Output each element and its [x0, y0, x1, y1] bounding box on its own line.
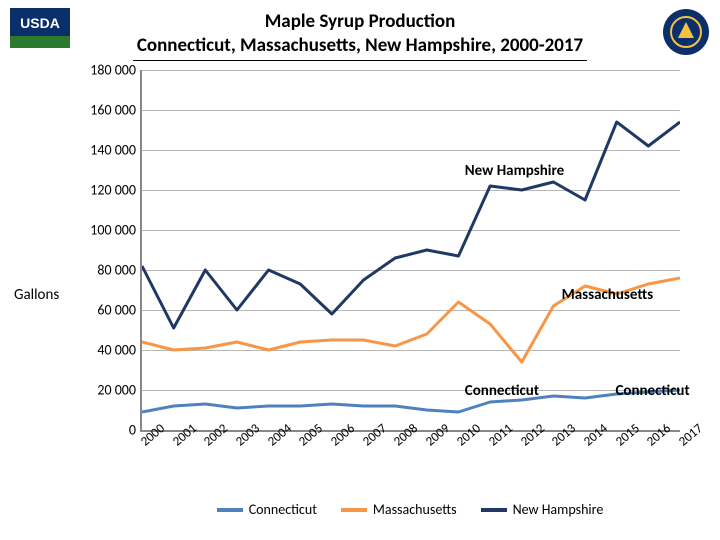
- y-tick-label: 80 000: [97, 262, 142, 279]
- y-tick-label: 60 000: [97, 302, 142, 319]
- usda-logo: USDA: [10, 8, 70, 48]
- annotation: Connecticut: [465, 382, 539, 400]
- legend-label: New Hampshire: [513, 501, 604, 518]
- y-axis-label: Gallons: [14, 286, 59, 304]
- y-tick-label: 160 000: [90, 102, 142, 119]
- series-line-connecticut: [142, 390, 680, 412]
- slide: USDA Maple Syrup Production Connecticut,…: [0, 0, 720, 540]
- legend-label: Massachusetts: [373, 501, 457, 518]
- ag-counts-logo: [662, 8, 710, 56]
- y-tick-label: 120 000: [90, 182, 142, 199]
- ag-counts-logo-svg: [662, 8, 710, 56]
- x-tick-label: 2017: [676, 421, 706, 449]
- y-tick-label: 20 000: [97, 382, 142, 399]
- plot-area: 020 00040 00060 00080 000100 000120 0001…: [140, 70, 680, 432]
- y-tick-label: 180 000: [90, 62, 142, 79]
- series-svg: [142, 70, 680, 430]
- usda-logo-svg: USDA: [10, 8, 70, 48]
- annotation: New Hampshire: [465, 162, 564, 180]
- title-line-2: Connecticut, Massachusetts, New Hampshir…: [133, 34, 587, 61]
- legend-swatch: [481, 508, 507, 512]
- y-tick-label: 40 000: [97, 342, 142, 359]
- usda-text: USDA: [20, 15, 60, 31]
- y-tick-label: 140 000: [90, 142, 142, 159]
- y-tick-label: 100 000: [90, 222, 142, 239]
- legend: Connecticut Massachusetts New Hampshire: [140, 501, 680, 518]
- legend-swatch: [217, 508, 243, 512]
- annotation: Massachusetts: [562, 286, 654, 304]
- legend-item: New Hampshire: [481, 501, 604, 518]
- annotation: Connecticut: [615, 382, 689, 400]
- chart-area: Gallons 020 00040 00060 00080 000100 000…: [30, 70, 690, 520]
- legend-label: Connecticut: [249, 501, 317, 518]
- legend-swatch: [341, 508, 367, 512]
- title-line-1: Maple Syrup Production: [80, 10, 640, 34]
- legend-item: Connecticut: [217, 501, 317, 518]
- legend-item: Massachusetts: [341, 501, 457, 518]
- chart-title: Maple Syrup Production Connecticut, Mass…: [80, 10, 640, 61]
